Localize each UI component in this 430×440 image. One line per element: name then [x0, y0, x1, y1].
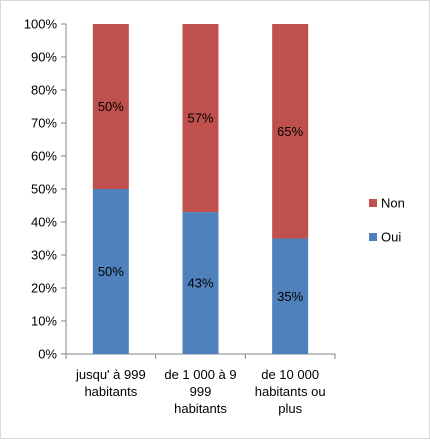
- bar-oui: [182, 212, 219, 354]
- y-tick-label: 70%: [31, 116, 57, 131]
- y-tick-label: 60%: [31, 149, 57, 164]
- data-label: 43%: [187, 276, 213, 291]
- axes: 0% 10% 20% 30% 40% 50% 60% 70% 80% 90% 100%: [24, 17, 336, 362]
- y-tick-label: 50%: [31, 182, 57, 197]
- x-category-label: de 10 000 habitants ou plus: [255, 367, 326, 416]
- bar-oui: [92, 189, 129, 354]
- x-category-label-line: 999: [190, 384, 212, 399]
- y-tick-label: 30%: [31, 248, 57, 263]
- y-tick-label: 100%: [24, 17, 58, 32]
- data-label: 50%: [98, 264, 124, 279]
- legend-label-non: Non: [381, 196, 405, 211]
- x-category-label-line: plus: [278, 401, 302, 416]
- legend-label-oui: Oui: [381, 230, 401, 245]
- data-label: 57%: [187, 111, 213, 126]
- x-category-label-line: habitants: [174, 401, 227, 416]
- x-category-label-line: habitants: [84, 384, 137, 399]
- data-label: 35%: [277, 289, 303, 304]
- x-category-label: jusqu' à 999 habitants: [75, 367, 146, 399]
- x-category-label-line: de 10 000: [261, 367, 319, 382]
- bar-non: [92, 24, 129, 189]
- y-tick-label: 0%: [38, 347, 57, 362]
- y-tick-label: 90%: [31, 50, 57, 65]
- x-category-label-line: habitants ou: [255, 384, 326, 399]
- data-label: 65%: [277, 124, 303, 139]
- x-category-label: de 1 000 à 9 999 habitants: [164, 367, 236, 416]
- legend-swatch-oui: [369, 233, 377, 241]
- data-label: 50%: [98, 99, 124, 114]
- y-tick-label: 80%: [31, 83, 57, 98]
- y-tick-label: 40%: [31, 215, 57, 230]
- bar-non: [272, 24, 309, 239]
- x-category-label-line: jusqu' à 999: [75, 367, 146, 382]
- legend: Non Oui: [369, 196, 405, 245]
- labels: jusqu' à 999 habitants de 1 000 à 9 999 habi…: [75, 99, 326, 416]
- y-tick-label: 10%: [31, 314, 57, 329]
- legend-swatch-non: [369, 199, 377, 207]
- bar-non: [182, 24, 219, 213]
- bars: [92, 24, 309, 354]
- y-tick-label: 20%: [31, 281, 57, 296]
- x-category-label-line: de 1 000 à 9: [164, 367, 236, 382]
- bar-oui: [272, 238, 309, 354]
